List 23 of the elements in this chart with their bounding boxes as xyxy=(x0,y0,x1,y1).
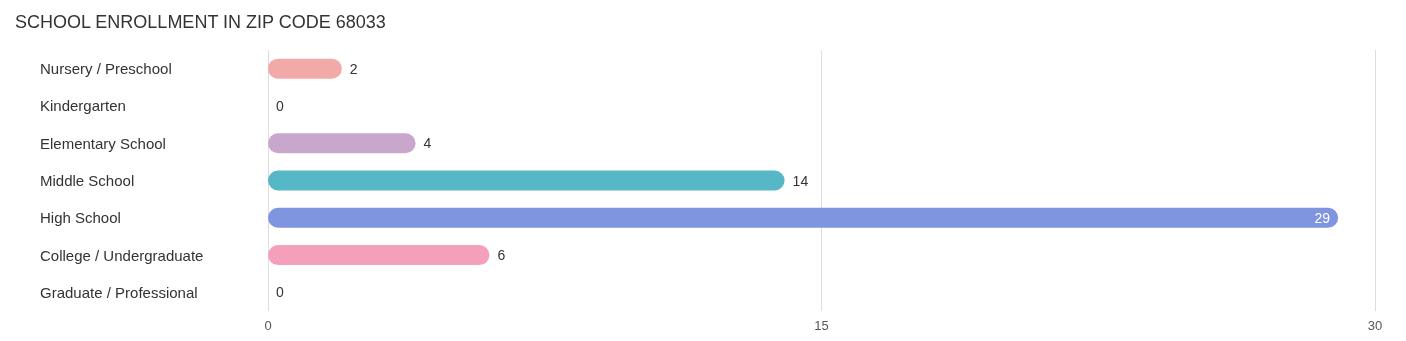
x-tick-label: 0 xyxy=(264,318,272,333)
bar xyxy=(268,133,416,154)
y-tick-label: Kindergarten xyxy=(40,97,126,115)
data-label: 0 xyxy=(276,284,284,301)
x-tick-label: 30 xyxy=(1367,318,1383,333)
x-tick-label: 15 xyxy=(814,318,829,333)
bar xyxy=(268,207,1339,228)
y-tick-label: Nursery / Preschool xyxy=(40,60,172,78)
bar xyxy=(268,245,490,266)
y-tick-label: College / Undergraduate xyxy=(40,246,204,264)
y-tick-label: Middle School xyxy=(40,172,135,189)
bar xyxy=(268,58,342,79)
data-label: 4 xyxy=(423,135,432,152)
data-label: 6 xyxy=(497,247,506,264)
data-label: 2 xyxy=(349,60,358,77)
data-label: 29 xyxy=(1314,209,1331,226)
y-tick-label: Elementary School xyxy=(40,134,166,152)
y-tick-label: High School xyxy=(40,209,121,227)
chart-title: SCHOOL ENROLLMENT IN ZIP CODE 68033 xyxy=(15,12,386,32)
bar xyxy=(268,170,785,191)
data-label: 0 xyxy=(276,97,284,114)
y-tick-label: Graduate / Professional xyxy=(40,283,198,301)
data-label: 14 xyxy=(792,172,809,189)
